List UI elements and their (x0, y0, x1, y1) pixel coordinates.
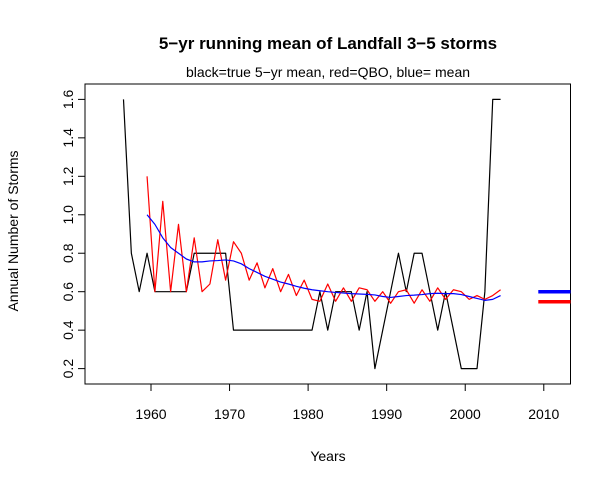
y-tick-label: 1.4 (60, 128, 76, 148)
reference-lines (538, 289, 571, 304)
series-line-3 (146, 214, 501, 301)
chart-title: 5−yr running mean of Landfall 3−5 storms (159, 34, 497, 53)
x-tick-label: 2000 (450, 406, 481, 422)
x-tick-label: 1970 (214, 406, 245, 422)
y-tick-label: 1.0 (60, 205, 76, 225)
x-tick-label: 1980 (293, 406, 324, 422)
y-axis: 0.2 0.4 0.6 0.8 1.0 1.2 1.4 1.6 (60, 89, 85, 378)
y-tick-label: 0.2 (60, 359, 76, 379)
series-layer (122, 98, 501, 370)
x-tick-label: 1990 (371, 406, 402, 422)
y-tick-label: 1.2 (60, 166, 76, 186)
series-line-2 (146, 176, 501, 304)
chart-subtitle: black=true 5−yr mean, red=QBO, blue= mea… (186, 64, 470, 80)
x-axis-label: Years (310, 448, 345, 464)
y-tick-label: 1.6 (60, 89, 76, 109)
plot-frame (84, 83, 571, 385)
y-axis-label: Annual Number of Storms (5, 150, 21, 311)
y-tick-label: 0.6 (60, 282, 76, 302)
y-tick-label: 0.4 (60, 320, 76, 340)
x-tick-label: 1960 (135, 406, 166, 422)
x-axis: 1960 1970 1980 1990 2000 2010 (135, 384, 560, 422)
y-tick-label: 0.8 (60, 243, 76, 263)
x-tick-label: 2010 (528, 406, 559, 422)
